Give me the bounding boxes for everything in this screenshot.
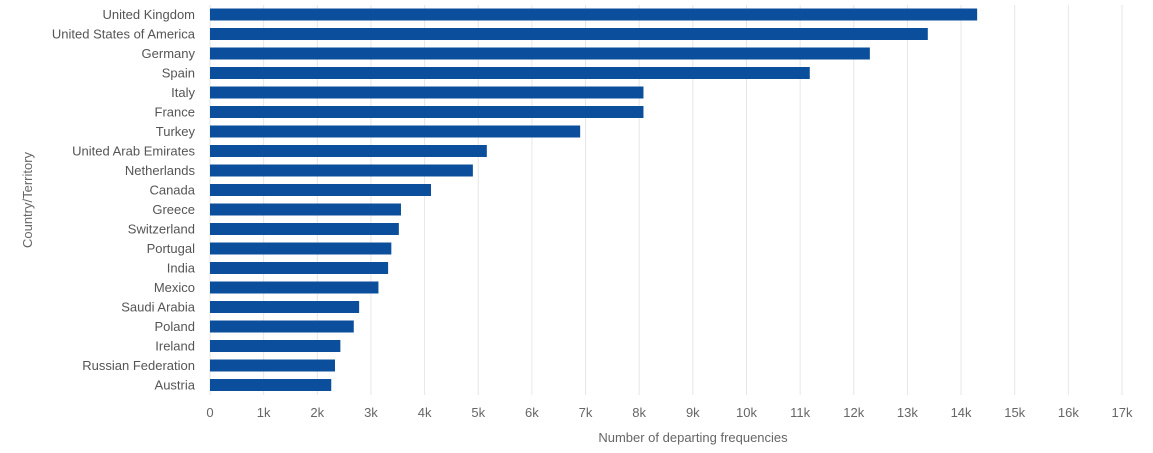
x-tick-label: 15k (1004, 405, 1025, 420)
x-tick-label: 6k (525, 405, 539, 420)
x-tick-label: 0 (206, 405, 213, 420)
bar[interactable] (210, 145, 487, 157)
bar[interactable] (210, 301, 360, 313)
x-tick-label: 10k (736, 405, 757, 420)
category-label: Ireland (155, 339, 195, 354)
x-tick-label: 9k (686, 405, 700, 420)
bar[interactable] (210, 67, 810, 79)
category-label: Greece (152, 202, 195, 217)
x-tick-label: 16k (1058, 405, 1079, 420)
x-tick-label: 5k (471, 405, 485, 420)
category-label: Mexico (154, 280, 195, 295)
bar[interactable] (210, 281, 379, 294)
category-label: Canada (149, 183, 195, 198)
bar[interactable] (210, 262, 389, 274)
bars (210, 8, 978, 391)
category-label: Turkey (156, 124, 196, 139)
x-tick-label: 17k (1112, 405, 1133, 420)
bar[interactable] (210, 340, 341, 352)
bar[interactable] (210, 203, 401, 216)
bar[interactable] (210, 184, 432, 196)
x-tick-label: 11k (790, 405, 810, 420)
category-label: Switzerland (128, 222, 195, 237)
x-tick-labels: 0 1k 2k 3k 4k 5k 6k 7k 8k 9k 10k 11k 12k 13k 14k 15k 16k… (206, 405, 1133, 420)
bar[interactable] (210, 320, 354, 333)
bar[interactable] (210, 28, 928, 40)
x-tick-label: 13k (897, 405, 918, 420)
x-tick-label: 7k (579, 405, 593, 420)
category-label: Russian Federation (82, 358, 195, 373)
bar[interactable] (210, 47, 870, 60)
x-axis-title: Number of departing frequencies (598, 430, 788, 445)
category-label: Netherlands (125, 163, 196, 178)
x-tick-label: 1k (257, 405, 271, 420)
category-label: United Arab Emirates (72, 144, 195, 159)
category-label: Saudi Arabia (121, 300, 195, 315)
bar[interactable] (210, 8, 978, 21)
bar[interactable] (210, 359, 335, 372)
category-label: Spain (162, 66, 195, 81)
x-tick-label: 2k (310, 405, 324, 420)
y-axis-title: Country/Territory (20, 151, 35, 248)
x-tick-label: 12k (843, 405, 864, 420)
category-labels: United Kingdom United States of America Ge… (52, 7, 196, 393)
category-label: United Kingdom (103, 7, 196, 22)
bar[interactable] (210, 106, 644, 118)
x-tick-label: 4k (418, 405, 432, 420)
category-label: Portugal (147, 241, 196, 256)
category-label: Austria (155, 378, 196, 393)
category-label: France (155, 105, 195, 120)
bar[interactable] (210, 164, 473, 177)
x-tick-label: 3k (364, 405, 378, 420)
category-label: United States of America (52, 27, 196, 42)
x-tick-label: 8k (632, 405, 646, 420)
bar[interactable] (210, 86, 644, 99)
gridlines (209, 5, 1123, 395)
bar[interactable] (210, 242, 392, 255)
x-tick-label: 14k (951, 405, 972, 420)
category-label: Germany (142, 46, 196, 61)
category-label: India (167, 261, 196, 276)
category-label: Italy (171, 85, 195, 100)
category-label: Poland (155, 319, 195, 334)
bar[interactable] (210, 125, 581, 138)
bar[interactable] (210, 223, 399, 235)
bar[interactable] (210, 379, 332, 391)
